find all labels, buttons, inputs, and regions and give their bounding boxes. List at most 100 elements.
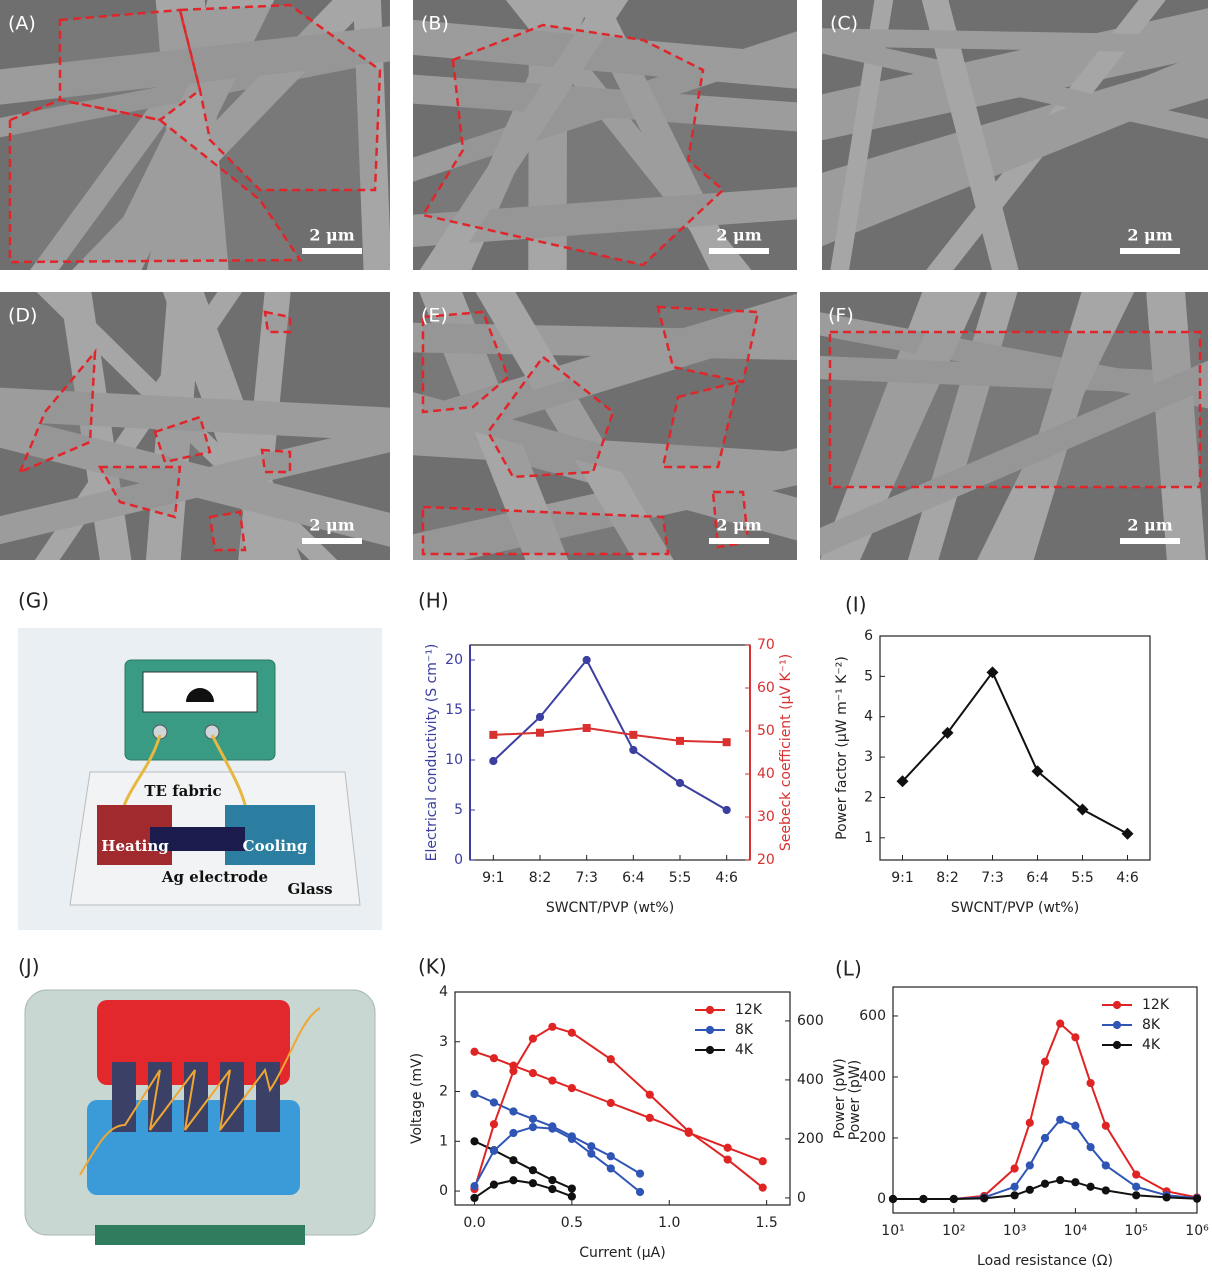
y-tick-label: 4 [439, 984, 448, 1000]
y2-tick-label: 30 [757, 809, 775, 825]
label-heating: Heating [101, 837, 169, 855]
marker [470, 1193, 479, 1203]
fiber [822, 50, 1208, 247]
series-line [493, 726, 727, 744]
marker [489, 730, 498, 739]
meter-needle [186, 688, 214, 702]
series-line [474, 1093, 641, 1175]
legend-label: 4K [1142, 1037, 1161, 1053]
marker [1086, 1143, 1095, 1152]
marker [587, 1149, 596, 1158]
x-tick-label: 4:6 [715, 870, 738, 886]
fiber [977, 292, 1135, 560]
marker [722, 738, 731, 747]
marker [509, 1176, 518, 1185]
marker [1101, 1161, 1110, 1170]
marker [509, 1128, 518, 1138]
base-edge [95, 1225, 305, 1245]
marker [582, 655, 591, 665]
marker [1025, 1185, 1034, 1194]
label-ag-electrode: Ag electrode [161, 868, 268, 886]
y2-tick-label: 20 [757, 852, 775, 868]
marker [548, 1076, 557, 1085]
label-cooling: Cooling [243, 837, 308, 855]
marker [635, 1187, 645, 1197]
y-tick-label: 0 [439, 1183, 448, 1199]
te-fabric [150, 827, 245, 851]
x-tick-label: 4:6 [1116, 870, 1139, 886]
wire [79, 1007, 321, 1176]
marker [489, 1146, 499, 1155]
y-tick-label: 5 [454, 802, 463, 818]
legend-label: 8K [1142, 1017, 1161, 1033]
marker [470, 1089, 479, 1099]
marker [723, 1155, 732, 1164]
marker [1071, 1178, 1080, 1187]
marker [528, 1114, 538, 1124]
marker [635, 1169, 645, 1178]
series-line [901, 670, 1128, 835]
film-outline [656, 305, 760, 384]
film-outline [661, 380, 740, 469]
marker [1086, 1182, 1095, 1191]
y2-tick-label: 60 [757, 680, 775, 696]
marker [606, 1164, 615, 1173]
x-tick-label: 0.0 [463, 1215, 485, 1231]
film-outline [260, 448, 292, 474]
y-tick-label: 1 [439, 1133, 448, 1149]
marker [919, 1194, 928, 1204]
fiber [413, 74, 797, 132]
marker [509, 1066, 518, 1076]
marker [528, 1069, 538, 1078]
marker [567, 1134, 576, 1144]
marker [1010, 1191, 1019, 1200]
marker [758, 1183, 767, 1192]
marker [535, 712, 545, 722]
fiber [820, 360, 1208, 556]
sem-image: (D) 2 μm [0, 292, 390, 560]
marker [548, 1184, 557, 1194]
y-tick-label: 20 [445, 652, 463, 668]
y2-tick-label: 600 [797, 1013, 824, 1029]
image-label: (E) [421, 305, 448, 327]
y-tick-label: 200 [859, 1130, 886, 1146]
y-tick-label: 1 [864, 830, 873, 846]
marker [896, 775, 909, 788]
label-glass: Glass [287, 880, 332, 898]
marker [1132, 1170, 1141, 1179]
marker [1056, 1019, 1065, 1028]
y2-tick-label: 400 [797, 1072, 824, 1088]
marker [645, 1113, 654, 1123]
marker [567, 1028, 576, 1037]
y-tick-label: 3 [864, 749, 873, 765]
marker [1162, 1193, 1171, 1202]
plot-frame [454, 991, 791, 1206]
marker [1025, 1161, 1034, 1170]
y2-tick-label: 200 [797, 1131, 824, 1147]
marker [1040, 1133, 1050, 1143]
marker [528, 1179, 538, 1188]
x-tick-label: 1.0 [658, 1215, 680, 1231]
y2-axis-title: Power (pW) [832, 1058, 848, 1138]
y-tick-label: 6 [864, 628, 873, 644]
x-tick-label: 9:1 [891, 870, 914, 886]
scale-bar [709, 248, 769, 254]
marker [567, 1192, 576, 1201]
series-line [474, 1050, 764, 1163]
series-line [492, 658, 728, 811]
y-axis-title: Voltage (mV) [409, 1053, 425, 1144]
film-outline [421, 310, 510, 414]
x-tick-label: 7:3 [981, 870, 1004, 886]
plot-frame [469, 644, 751, 861]
scale-bar [302, 248, 362, 254]
y-axis-title: Power factor (μW m⁻¹ K⁻²) [834, 656, 850, 840]
y2-tick-label: 50 [757, 723, 775, 739]
marker [548, 1022, 557, 1031]
marker [1056, 1115, 1065, 1124]
legend-label: 4K [735, 1042, 754, 1058]
fibers [413, 0, 797, 270]
marker [722, 805, 731, 815]
film-outline [58, 8, 202, 122]
x-tick-label: 5:5 [1071, 870, 1094, 886]
scale-bar [1120, 248, 1180, 254]
